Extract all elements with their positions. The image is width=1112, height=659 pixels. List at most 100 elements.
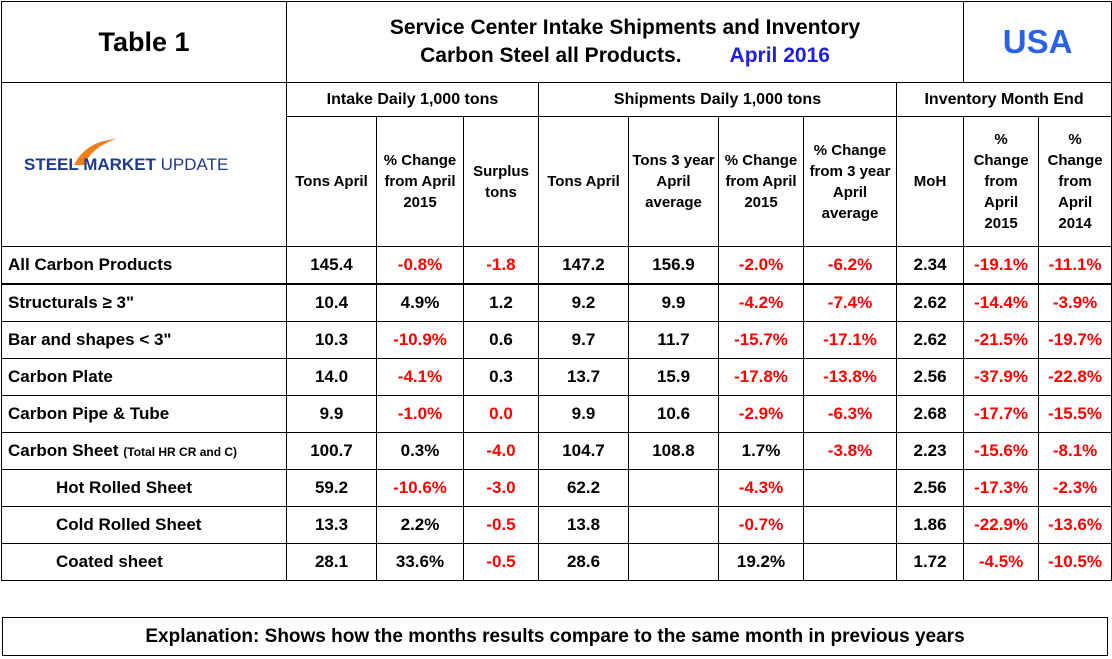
empty-cell bbox=[628, 469, 719, 507]
column-header: Tons April bbox=[538, 116, 629, 247]
logo: STEEL MARKET UPDATE bbox=[24, 135, 264, 195]
data-cell: 2.68 bbox=[895, 395, 965, 433]
column-header: MoH bbox=[895, 116, 965, 247]
data-cell: 0.6 bbox=[463, 321, 539, 359]
row-label-text: Coated sheet bbox=[56, 552, 163, 571]
data-cell: -3.9% bbox=[1038, 283, 1112, 322]
table-row: All Carbon Products 145.4 -0.8% -1.8 147.2 15… bbox=[1, 246, 1112, 285]
column-header: % Change from 3 year April average bbox=[803, 116, 897, 247]
data-cell: -22.8% bbox=[1038, 358, 1112, 396]
data-cell: 13.3 bbox=[286, 506, 377, 544]
data-cell: 9.7 bbox=[538, 321, 629, 359]
table-row: Bar and shapes < 3" 10.3 -10.9% 0.6 9.7 11.7-… bbox=[1, 321, 1112, 359]
column-header: Tons 3 year April average bbox=[628, 116, 719, 247]
row-label-text: Cold Rolled Sheet bbox=[56, 515, 202, 534]
column-header: Surplus tons bbox=[463, 116, 539, 247]
title-line: Carbon Steel all Products. bbox=[420, 44, 682, 67]
data-cell: -0.7% bbox=[718, 506, 804, 544]
data-cell: -21.5% bbox=[963, 321, 1040, 359]
data-cell: -4.0 bbox=[463, 432, 539, 470]
data-cell: -0.8% bbox=[376, 246, 464, 285]
empty-cell bbox=[628, 506, 719, 544]
column-header: % Change from April 2014 bbox=[1038, 116, 1112, 247]
data-cell: 14.0 bbox=[286, 358, 377, 396]
row-label: Bar and shapes < 3" bbox=[1, 321, 287, 359]
data-cell: 10.3 bbox=[286, 321, 377, 359]
data-cell: -10.9% bbox=[376, 321, 464, 359]
data-cell: 2.56 bbox=[895, 358, 965, 396]
row-label: Hot Rolled Sheet bbox=[1, 469, 287, 507]
data-cell: -17.1% bbox=[803, 321, 897, 359]
data-cell: 2.62 bbox=[895, 283, 965, 322]
data-cell: -10.6% bbox=[376, 469, 464, 507]
data-cell: -13.8% bbox=[803, 358, 897, 396]
row-note: (Total HR CR and C) bbox=[123, 445, 238, 459]
row-label: Carbon Plate bbox=[1, 358, 287, 396]
logo-text: STEEL MARKET bbox=[24, 154, 156, 174]
data-cell: 1.86 bbox=[895, 506, 965, 544]
data-cell: -17.8% bbox=[718, 358, 804, 396]
row-label-text: Carbon Sheet bbox=[8, 441, 119, 460]
data-cell: 33.6% bbox=[376, 543, 464, 581]
data-cell: 100.7 bbox=[286, 432, 377, 470]
group-header: Inventory Month End bbox=[895, 82, 1112, 117]
data-cell: 59.2 bbox=[286, 469, 377, 507]
data-cell: 62.2 bbox=[538, 469, 629, 507]
data-cell: 9.9 bbox=[286, 395, 377, 433]
data-cell: 28.1 bbox=[286, 543, 377, 581]
row-label: All Carbon Products bbox=[1, 246, 287, 285]
data-cell: -15.7% bbox=[718, 321, 804, 359]
data-cell: 2.23 bbox=[895, 432, 965, 470]
data-cell: -15.6% bbox=[963, 432, 1040, 470]
data-cell: 147.2 bbox=[538, 246, 629, 285]
data-cell: 2.62 bbox=[895, 321, 965, 359]
table-row: Carbon Plate 14.0 -4.1% 0.3 13.7 15.9 -17.8% -1… bbox=[1, 358, 1112, 396]
row-label: Structurals ≥ 3" bbox=[1, 283, 287, 322]
logo-cell: STEEL MARKET UPDATE bbox=[1, 82, 287, 247]
row-label: Carbon Pipe & Tube bbox=[1, 395, 287, 433]
data-cell: -2.9% bbox=[718, 395, 804, 433]
period: April 2016 bbox=[729, 44, 830, 67]
empty-cell bbox=[803, 543, 897, 581]
table-row: Carbon Pipe & Tube 9.9 -1.0% 0.0 9.9 10.6 -2.9… bbox=[1, 395, 1112, 433]
data-cell: 104.7 bbox=[538, 432, 629, 470]
data-cell: 10.4 bbox=[286, 283, 377, 322]
empty-cell bbox=[803, 469, 897, 507]
data-cell: -19.1% bbox=[963, 246, 1040, 285]
data-cell: -17.3% bbox=[963, 469, 1040, 507]
data-table: Table 1 Service Center Intake Shipments … bbox=[1, 1, 1112, 581]
data-cell: 9.9 bbox=[538, 395, 629, 433]
data-cell: 2.34 bbox=[895, 246, 965, 285]
data-cell: 156.9 bbox=[628, 246, 719, 285]
data-cell: -6.3% bbox=[803, 395, 897, 433]
data-cell: 28.6 bbox=[538, 543, 629, 581]
data-cell: -11.1% bbox=[1038, 246, 1112, 285]
logo-text: UPDATE bbox=[160, 154, 229, 174]
data-cell: -8.1% bbox=[1038, 432, 1112, 470]
data-cell: 108.8 bbox=[628, 432, 719, 470]
data-cell: 4.9% bbox=[376, 283, 464, 322]
row-label-text: Hot Rolled Sheet bbox=[56, 478, 193, 497]
table-row: Cold Rolled Sheet 13.3 2.2% -0.5 13.8 -0.7% 1.… bbox=[1, 506, 1112, 544]
data-cell: 2.56 bbox=[895, 469, 965, 507]
row-label-text: Bar and shapes < 3" bbox=[8, 330, 172, 349]
column-header: % Change from April 2015 bbox=[718, 116, 804, 247]
data-cell: -19.7% bbox=[1038, 321, 1112, 359]
data-cell: 15.9 bbox=[628, 358, 719, 396]
data-cell: -4.5% bbox=[963, 543, 1040, 581]
title-cell: Service Center Intake Shipments and Inve… bbox=[285, 1, 965, 83]
title-line: Service Center Intake Shipments and Inve… bbox=[389, 16, 861, 39]
column-header: % Change from April 2015 bbox=[376, 116, 464, 247]
data-cell: 9.2 bbox=[538, 283, 629, 322]
data-cell: 1.72 bbox=[895, 543, 965, 581]
table-row: Hot Rolled Sheet 59.2 -10.6% -3.0 62.2 -4.3% 2… bbox=[1, 469, 1112, 507]
data-cell: 0.0 bbox=[463, 395, 539, 433]
data-cell: 2.2% bbox=[376, 506, 464, 544]
data-cell: -4.1% bbox=[376, 358, 464, 396]
explanation: Explanation: Shows how the months result… bbox=[2, 617, 1108, 656]
row-label-text: Structurals ≥ 3" bbox=[8, 293, 135, 312]
data-cell: 1.7% bbox=[718, 432, 804, 470]
table-row: Structurals ≥ 3" 10.4 4.9% 1.2 9.2 9.9 -4.2% -7… bbox=[1, 283, 1112, 322]
data-cell: 0.3% bbox=[376, 432, 464, 470]
data-cell: 145.4 bbox=[286, 246, 377, 285]
